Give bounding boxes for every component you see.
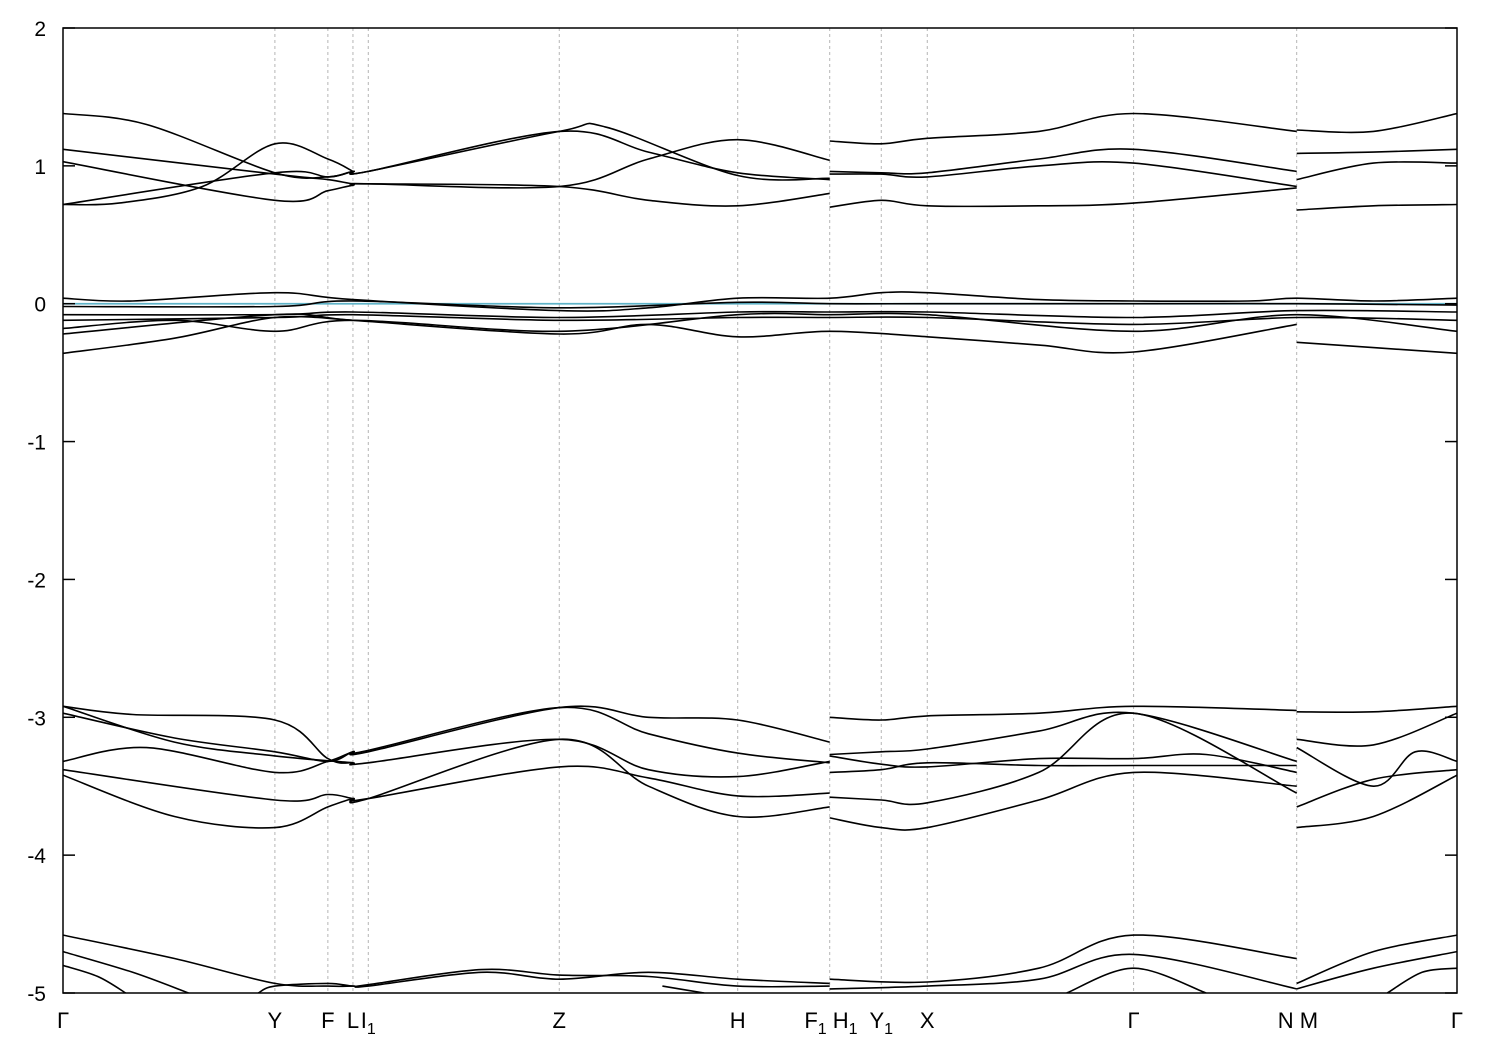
band-line bbox=[63, 705, 830, 778]
band-line bbox=[63, 934, 830, 988]
band-line bbox=[63, 313, 1457, 326]
band-line bbox=[257, 968, 830, 993]
band-line bbox=[1296, 934, 1457, 985]
band-line bbox=[829, 953, 1297, 990]
kpoint-label: Γ bbox=[1451, 1008, 1463, 1033]
band-line bbox=[63, 291, 1457, 312]
band-lines bbox=[63, 112, 1457, 993]
kpoint-label: Y1 bbox=[869, 1008, 893, 1038]
y-axis-ticks: 2 1 0 -1 -2 -3 -4 -5 bbox=[27, 18, 1457, 1006]
band-line bbox=[1066, 967, 1207, 993]
band-line bbox=[829, 160, 1297, 188]
kpoint-label: M bbox=[1300, 1008, 1318, 1033]
band-line bbox=[63, 315, 354, 355]
kpoint-label: Γ bbox=[57, 1008, 69, 1033]
band-line bbox=[829, 148, 1297, 175]
kpoint-label: F1 bbox=[804, 1008, 826, 1038]
band-line bbox=[1296, 112, 1457, 134]
band-line bbox=[63, 148, 830, 207]
band-line bbox=[829, 711, 1297, 763]
band-line bbox=[63, 112, 830, 181]
kpoint-label: X bbox=[920, 1008, 935, 1033]
y-tick-label: 2 bbox=[34, 18, 46, 41]
band-line bbox=[829, 934, 1297, 984]
band-line bbox=[1296, 950, 1457, 990]
band-line bbox=[63, 142, 354, 206]
band-line bbox=[63, 312, 1457, 333]
band-line bbox=[63, 706, 830, 774]
kpoint-label: N bbox=[1278, 1008, 1294, 1033]
band-line bbox=[63, 964, 127, 993]
plot-frame bbox=[62, 27, 1458, 994]
band-line bbox=[1296, 341, 1457, 355]
band-line bbox=[63, 300, 1457, 309]
kpoint-label: F bbox=[321, 1008, 334, 1033]
y-tick-label: 1 bbox=[34, 156, 46, 179]
band-line bbox=[829, 112, 1297, 145]
kpoint-grid-lines bbox=[274, 28, 1298, 993]
band-line bbox=[63, 738, 830, 829]
band-line bbox=[63, 138, 830, 203]
band-line bbox=[63, 705, 830, 763]
band-line bbox=[1296, 712, 1457, 747]
band-line bbox=[1386, 967, 1457, 993]
band-line bbox=[829, 771, 1297, 831]
y-tick-label: -1 bbox=[27, 432, 46, 455]
kpoint-label: Y bbox=[268, 1008, 283, 1033]
x-axis-kpoint-labels: Γ Γ Y F L I1 Z H F1 H1 Y1 X Γ N M bbox=[57, 1008, 1463, 1038]
band-line bbox=[1296, 768, 1457, 808]
band-line bbox=[63, 309, 1457, 319]
y-tick-label: -4 bbox=[27, 845, 46, 868]
band-line bbox=[63, 313, 1297, 354]
y-tick-label: -3 bbox=[27, 707, 46, 730]
band-line bbox=[829, 712, 1298, 806]
kpoint-label: H bbox=[730, 1008, 746, 1033]
band-line bbox=[1296, 746, 1457, 788]
kpoint-label: L bbox=[347, 1008, 359, 1033]
band-line bbox=[829, 187, 1297, 208]
kpoint-label: H1 bbox=[833, 1008, 858, 1038]
band-line bbox=[1296, 705, 1457, 713]
y-tick-label: -5 bbox=[27, 983, 46, 1006]
band-line bbox=[829, 753, 1297, 774]
band-line bbox=[1296, 148, 1457, 155]
band-line bbox=[662, 985, 705, 993]
band-line bbox=[829, 705, 1297, 721]
band-line bbox=[1296, 161, 1457, 181]
band-line bbox=[63, 122, 830, 206]
y-tick-label: 0 bbox=[34, 294, 46, 317]
band-line bbox=[63, 705, 354, 764]
band-line bbox=[1296, 203, 1457, 211]
y-tick-label: -2 bbox=[27, 569, 46, 592]
band-line bbox=[1296, 774, 1457, 829]
kpoint-label: Z bbox=[553, 1008, 566, 1033]
kpoint-label: I1 bbox=[361, 1008, 376, 1038]
band-line bbox=[63, 950, 189, 993]
band-line bbox=[829, 761, 1297, 774]
kpoint-label: Γ bbox=[1128, 1008, 1140, 1033]
